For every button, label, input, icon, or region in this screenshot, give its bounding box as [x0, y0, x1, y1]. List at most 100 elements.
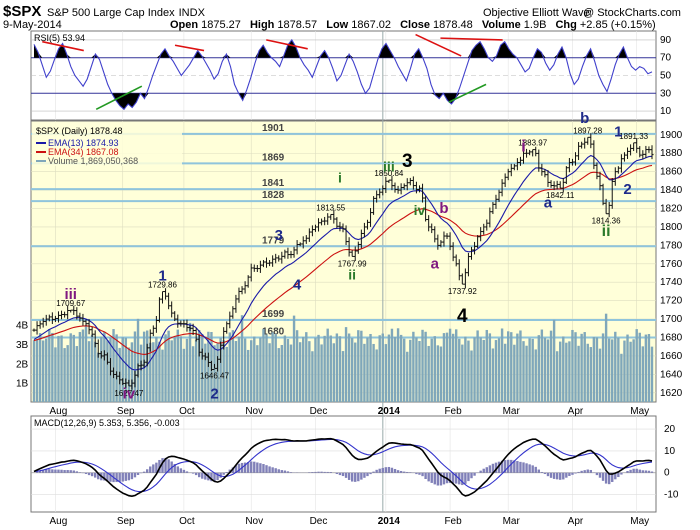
volume-bar — [231, 330, 235, 402]
macd-histogram-bar — [354, 472, 357, 482]
volume-bar — [363, 343, 366, 402]
volume-bar — [179, 336, 183, 402]
macd-histogram-bar — [97, 472, 100, 480]
macd-histogram-bar — [48, 469, 51, 473]
macd-histogram-bar — [516, 461, 519, 473]
wave-label: ii — [602, 223, 611, 240]
macd-histogram-bar — [390, 467, 394, 473]
volume-bar — [384, 344, 388, 402]
volume-bar — [283, 335, 287, 402]
volume-bar — [430, 338, 433, 402]
index-name: S&P 500 Large Cap Index — [47, 7, 175, 19]
rsi-trendline-5 — [95, 85, 143, 111]
volume-bar — [427, 345, 430, 402]
macd-histogram-bar — [454, 472, 458, 484]
level-label-1841: 1841 — [262, 178, 285, 189]
volume-bar — [124, 337, 127, 402]
volume-bar — [161, 349, 164, 402]
volume-bar — [461, 344, 464, 402]
price-x-tick-label: Sep — [117, 406, 135, 417]
price-label: 1842.11 — [546, 191, 575, 200]
macd-histogram-bar — [103, 472, 106, 481]
macd-histogram-bar — [418, 472, 421, 475]
macd-histogram-bar — [451, 472, 455, 484]
macd-histogram-bar — [568, 472, 571, 477]
volume-bar — [623, 340, 626, 402]
volume-bar — [647, 334, 651, 402]
macd-histogram-bar — [537, 469, 541, 473]
volume-bar — [93, 341, 97, 402]
volume-bar — [60, 335, 63, 402]
low-value: 1867.02 — [351, 19, 391, 31]
volume-bar — [341, 351, 345, 402]
macd-histogram-bar — [497, 461, 501, 473]
volume-bar — [451, 333, 455, 402]
volume-bar — [436, 345, 440, 402]
macd-histogram-bar — [406, 471, 409, 473]
volume-bar — [629, 341, 632, 402]
macd-histogram-bar — [93, 472, 97, 478]
macd-histogram-bar — [375, 469, 378, 473]
macd-histogram-bar — [213, 472, 216, 482]
macd-histogram-bar — [601, 472, 605, 481]
volume-label: Volume — [482, 19, 521, 31]
wave-label: 2 — [210, 385, 218, 402]
macd-histogram-bar — [90, 472, 94, 477]
volume-bar — [354, 342, 357, 402]
volume-bar — [222, 340, 225, 402]
price-label: 1883.97 — [518, 139, 547, 148]
level-label-1869: 1869 — [262, 152, 285, 163]
macd-histogram-bar — [479, 470, 482, 473]
macd-histogram-bar — [500, 460, 504, 473]
volume-bar — [332, 343, 336, 402]
rsi-trendline-4 — [448, 83, 487, 103]
macd-histogram-bar — [421, 472, 424, 477]
volume-bar — [528, 338, 531, 402]
macd-histogram-bar — [152, 464, 155, 473]
volume-bar — [534, 349, 537, 402]
volume-bar — [121, 337, 124, 402]
macd-tick-label: -10 — [664, 490, 679, 501]
volume-bar — [298, 342, 302, 402]
price-tick-label: 1760 — [660, 259, 683, 270]
macd-histogram-bar — [216, 472, 219, 481]
volume-bar — [246, 349, 250, 402]
rsi-tick-label: 70 — [660, 53, 672, 64]
macd-histogram-bar — [562, 472, 565, 480]
macd-histogram-bar — [485, 467, 488, 473]
macd-histogram-bar — [347, 472, 351, 480]
macd-histogram-bar — [595, 472, 599, 476]
macd-histogram-bar — [384, 467, 388, 473]
volume-bar — [72, 334, 75, 402]
macd-histogram-bar — [335, 472, 339, 475]
macd-histogram-bar — [436, 472, 440, 486]
macd-histogram-bar — [565, 472, 568, 478]
volume-bar — [375, 349, 378, 402]
volume-bar — [155, 336, 158, 402]
volume-bar — [41, 340, 45, 402]
volume-bar — [418, 341, 421, 402]
wave-label: i — [521, 136, 526, 155]
macd-histogram-bar — [323, 471, 326, 473]
volume-value: 1.9B — [524, 19, 547, 31]
macd-histogram-bar — [250, 461, 253, 473]
volume-bar — [305, 332, 308, 402]
volume-bar — [295, 330, 299, 402]
level-label-1699: 1699 — [262, 309, 285, 320]
volume-bar — [516, 333, 519, 402]
macd-histogram-bar — [507, 459, 510, 473]
macd-histogram-bar — [626, 470, 629, 473]
volume-bar — [488, 333, 492, 402]
axes: 1030507090162016401660168017001720174017… — [16, 35, 683, 527]
price-label: 1646.47 — [200, 371, 229, 380]
volume-bar — [48, 328, 51, 402]
volume-bar — [638, 332, 641, 402]
volume-bar — [292, 315, 296, 402]
volume-bar — [38, 333, 42, 402]
macd-histogram-bar — [179, 468, 183, 473]
rsi-title: RSI(5) 53.94 — [34, 33, 85, 43]
volume-bar — [311, 351, 314, 402]
volume-bar — [97, 352, 100, 402]
macd-histogram-bar — [650, 471, 654, 473]
volume-bar — [320, 344, 323, 402]
